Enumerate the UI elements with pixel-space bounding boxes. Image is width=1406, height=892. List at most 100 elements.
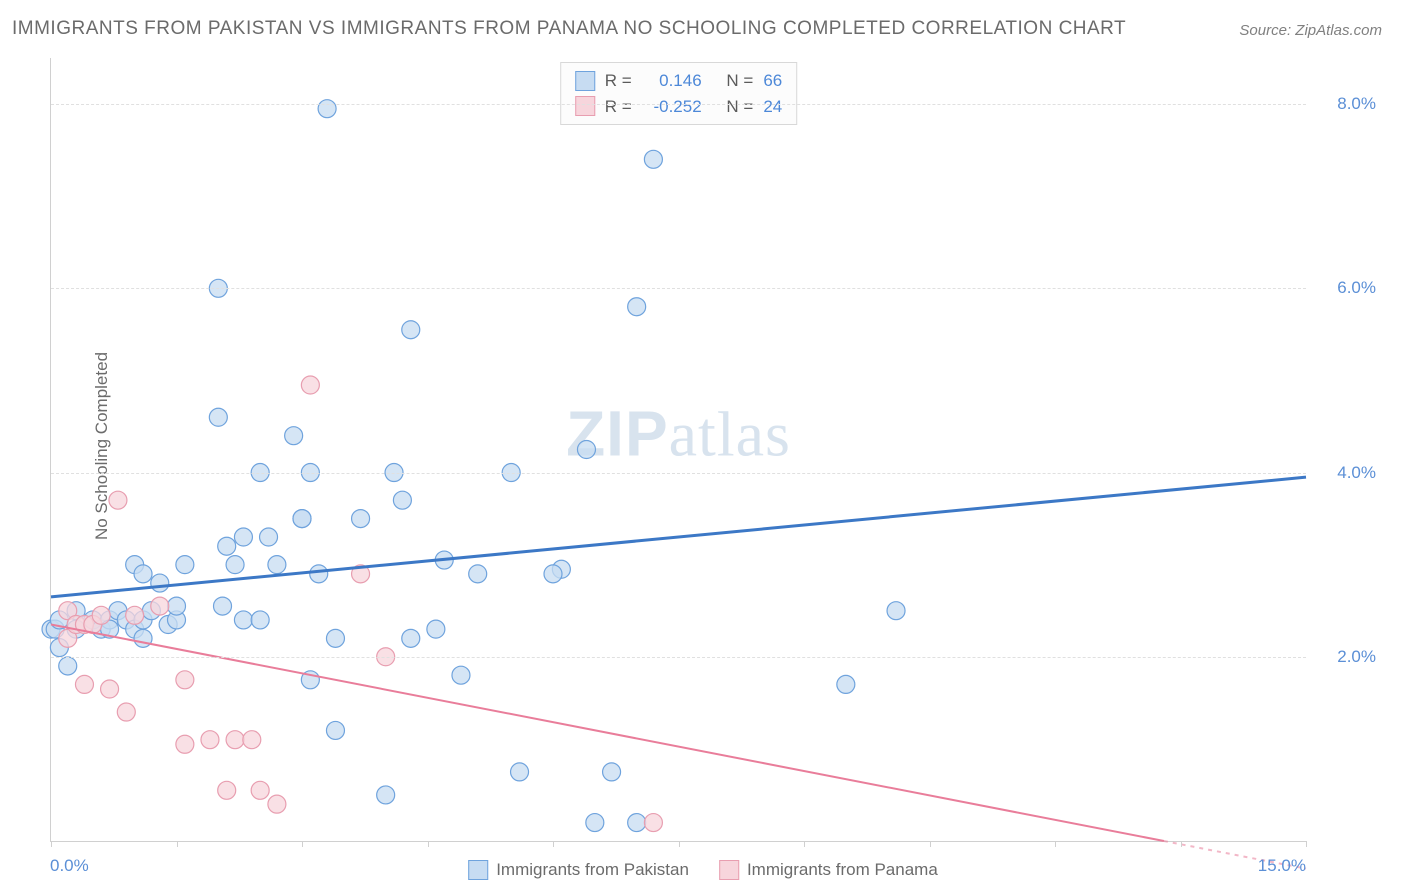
data-point	[92, 606, 110, 624]
ytick-label: 6.0%	[1337, 278, 1376, 298]
chart-svg	[51, 58, 1306, 841]
data-point	[176, 671, 194, 689]
gridline	[51, 104, 1306, 105]
r-value-panama: -0.252	[642, 94, 702, 120]
data-point	[226, 556, 244, 574]
data-point	[209, 408, 227, 426]
data-point	[577, 441, 595, 459]
r-value-pakistan: 0.146	[642, 68, 702, 94]
data-point	[243, 731, 261, 749]
data-point	[268, 556, 286, 574]
data-point	[603, 763, 621, 781]
data-point	[109, 491, 127, 509]
data-point	[218, 781, 236, 799]
xtick	[553, 841, 554, 847]
legend-item-panama: Immigrants from Panama	[719, 860, 938, 880]
data-point	[628, 814, 646, 832]
data-point	[301, 376, 319, 394]
data-point	[293, 510, 311, 528]
data-point	[134, 565, 152, 583]
r-label: R =	[605, 68, 632, 94]
legend-item-pakistan: Immigrants from Pakistan	[468, 860, 689, 880]
xtick	[679, 841, 680, 847]
correlation-legend: R = 0.146 N = 66 R = -0.252 N = 24	[560, 62, 798, 125]
xtick	[177, 841, 178, 847]
data-point	[586, 814, 604, 832]
chart-title: IMMIGRANTS FROM PAKISTAN VS IMMIGRANTS F…	[12, 18, 1126, 40]
data-point	[234, 611, 252, 629]
xtick	[930, 841, 931, 847]
data-point	[511, 763, 529, 781]
data-point	[126, 606, 144, 624]
data-point	[201, 731, 219, 749]
n-label: N =	[726, 94, 753, 120]
data-point	[268, 795, 286, 813]
data-point	[326, 721, 344, 739]
xtick	[428, 841, 429, 847]
ytick-label: 4.0%	[1337, 463, 1376, 483]
gridline	[51, 473, 1306, 474]
series-legend: Immigrants from Pakistan Immigrants from…	[468, 860, 938, 880]
data-point	[151, 574, 169, 592]
legend-swatch-pakistan-icon	[468, 860, 488, 880]
source-line: Source: ZipAtlas.com	[1239, 22, 1382, 39]
data-point	[427, 620, 445, 638]
gridline	[51, 288, 1306, 289]
chart-container: IMMIGRANTS FROM PAKISTAN VS IMMIGRANTS F…	[0, 0, 1406, 892]
data-point	[318, 100, 336, 118]
data-point	[402, 629, 420, 647]
data-point	[352, 510, 370, 528]
ytick-label: 8.0%	[1337, 94, 1376, 114]
data-point	[117, 703, 135, 721]
data-point	[402, 321, 420, 339]
data-point	[285, 427, 303, 445]
data-point	[393, 491, 411, 509]
legend-label-pakistan: Immigrants from Pakistan	[496, 860, 689, 880]
data-point	[75, 675, 93, 693]
data-point	[544, 565, 562, 583]
data-point	[59, 657, 77, 675]
data-point	[218, 537, 236, 555]
legend-label-panama: Immigrants from Panama	[747, 860, 938, 880]
data-point	[887, 602, 905, 620]
plot-area: ZIPatlas R = 0.146 N = 66 R = -0.252 N =…	[50, 58, 1306, 842]
legend-row-pakistan: R = 0.146 N = 66	[575, 68, 783, 94]
data-point	[214, 597, 232, 615]
legend-swatch-panama	[575, 96, 595, 116]
n-label: N =	[726, 68, 753, 94]
data-point	[310, 565, 328, 583]
data-point	[837, 675, 855, 693]
n-value-pakistan: 66	[763, 68, 782, 94]
xtick	[1181, 841, 1182, 847]
data-point	[101, 680, 119, 698]
legend-swatch-panama-icon	[719, 860, 739, 880]
data-point	[644, 814, 662, 832]
data-point	[628, 298, 646, 316]
xtick	[51, 841, 52, 847]
data-point	[168, 597, 186, 615]
source-prefix: Source:	[1239, 22, 1295, 39]
x-axis-max-label: 15.0%	[1258, 856, 1306, 876]
data-point	[251, 781, 269, 799]
gridline	[51, 657, 1306, 658]
legend-row-panama: R = -0.252 N = 24	[575, 94, 783, 120]
x-axis-min-label: 0.0%	[50, 856, 89, 876]
legend-swatch-pakistan	[575, 71, 595, 91]
data-point	[326, 629, 344, 647]
xtick	[302, 841, 303, 847]
data-point	[176, 556, 194, 574]
xtick	[804, 841, 805, 847]
xtick	[1055, 841, 1056, 847]
data-point	[176, 735, 194, 753]
ytick-label: 2.0%	[1337, 647, 1376, 667]
data-point	[377, 786, 395, 804]
data-point	[469, 565, 487, 583]
data-point	[234, 528, 252, 546]
data-point	[644, 150, 662, 168]
data-point	[452, 666, 470, 684]
data-point	[260, 528, 278, 546]
source-name: ZipAtlas.com	[1295, 22, 1382, 39]
xtick	[1306, 841, 1307, 847]
r-label: R =	[605, 94, 632, 120]
data-point	[226, 731, 244, 749]
